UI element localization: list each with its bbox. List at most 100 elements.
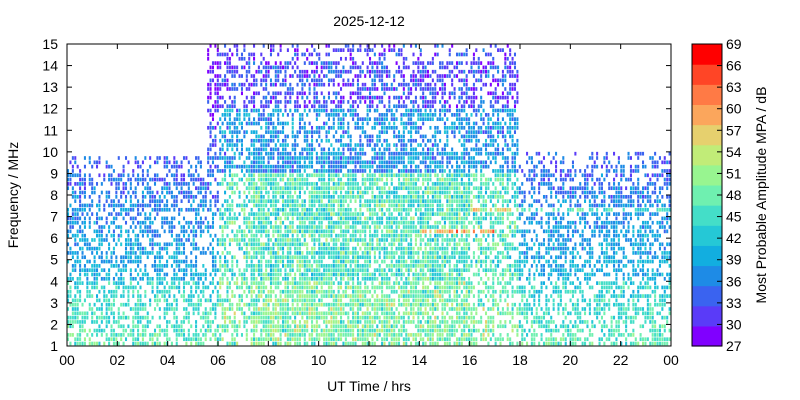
heatmap-cell: [202, 186, 205, 191]
heatmap-cell: [180, 229, 183, 234]
heatmap-cell: [349, 268, 352, 273]
heatmap-cell: [349, 216, 352, 221]
heatmap-cell: [284, 156, 287, 160]
heatmap-cell: [388, 143, 391, 147]
heatmap-cell: [120, 190, 123, 195]
heatmap-cell: [173, 307, 176, 311]
heatmap-cell: [231, 121, 234, 126]
heatmap-cell: [156, 212, 159, 216]
heatmap-cell: [110, 302, 113, 307]
heatmap-cell: [366, 121, 369, 126]
heatmap-cell: [284, 186, 287, 191]
heatmap-cell: [240, 65, 243, 70]
heatmap-cell: [385, 298, 388, 303]
heatmap-cell: [327, 289, 330, 294]
heatmap-cell: [224, 242, 227, 247]
heatmap-cell: [347, 134, 350, 139]
heatmap-cell: [291, 220, 294, 225]
heatmap-cell: [262, 289, 265, 294]
heatmap-cell: [108, 173, 111, 178]
heatmap-cell: [137, 289, 140, 294]
heatmap-cell: [262, 199, 265, 203]
heatmap-cell: [308, 147, 311, 152]
heatmap-cell: [214, 104, 217, 109]
heatmap-cell: [364, 220, 367, 225]
heatmap-cell: [373, 207, 376, 212]
heatmap-cell: [291, 147, 294, 152]
heatmap-cell: [243, 233, 246, 238]
heatmap-cell: [267, 212, 270, 216]
heatmap-cell: [340, 108, 343, 113]
heatmap-cell: [364, 255, 367, 260]
heatmap-cell: [250, 276, 253, 281]
heatmap-cell: [195, 220, 198, 225]
heatmap-cell: [274, 125, 277, 130]
heatmap-cell: [359, 233, 362, 238]
heatmap-cell: [286, 281, 289, 285]
heatmap-cell: [146, 272, 149, 277]
heatmap-cell: [120, 207, 123, 212]
heatmap-cell: [149, 177, 152, 182]
heatmap-cell: [327, 233, 330, 238]
heatmap-cell: [289, 160, 292, 165]
heatmap-cell: [311, 289, 314, 294]
heatmap-cell: [139, 164, 142, 169]
heatmap-cell: [144, 186, 147, 191]
heatmap-cell: [318, 113, 321, 117]
heatmap-cell: [385, 272, 388, 277]
heatmap-cell: [86, 238, 89, 242]
heatmap-cell: [139, 229, 142, 234]
heatmap-cell: [168, 207, 171, 212]
heatmap-cell: [199, 328, 202, 333]
heatmap-cell: [313, 169, 316, 173]
heatmap-cell: [320, 195, 323, 199]
heatmap-cell: [226, 216, 229, 221]
heatmap-cell: [74, 341, 77, 346]
heatmap-cell: [267, 121, 270, 126]
heatmap-cell: [243, 134, 246, 139]
heatmap-cell: [311, 311, 314, 316]
heatmap-cell: [216, 100, 219, 104]
heatmap-cell: [141, 203, 144, 208]
heatmap-cell: [279, 315, 282, 320]
heatmap-cell: [294, 48, 297, 52]
heatmap-cell: [381, 164, 384, 169]
heatmap-cell: [236, 147, 239, 152]
heatmap-cell: [163, 276, 166, 281]
heatmap-cell: [332, 242, 335, 247]
heatmap-cell: [282, 82, 285, 87]
heatmap-cell: [166, 328, 169, 333]
heatmap-cell: [323, 195, 326, 199]
heatmap-cell: [137, 272, 140, 277]
heatmap-cell: [291, 195, 294, 199]
heatmap-cell: [257, 337, 260, 342]
heatmap-cell: [120, 173, 123, 178]
heatmap-cell: [366, 341, 369, 346]
heatmap-cell: [332, 220, 335, 225]
heatmap-cell: [294, 160, 297, 165]
heatmap-cell: [228, 143, 231, 147]
heatmap-cell: [325, 225, 328, 229]
heatmap-cell: [274, 285, 277, 290]
heatmap-cell: [315, 100, 318, 104]
heatmap-cell: [279, 91, 282, 96]
heatmap-cell: [243, 255, 246, 260]
heatmap-cell: [366, 220, 369, 225]
heatmap-cell: [318, 78, 321, 83]
heatmap-cell: [327, 272, 330, 277]
heatmap-cell: [182, 333, 186, 337]
heatmap-cell: [352, 233, 355, 238]
heatmap-cell: [378, 156, 381, 160]
heatmap-cell: [390, 182, 393, 186]
heatmap-cell: [337, 307, 340, 311]
heatmap-cell: [347, 186, 350, 191]
heatmap-cell: [381, 121, 384, 126]
heatmap-cell: [381, 289, 384, 294]
heatmap-cell: [306, 264, 309, 268]
heatmap-cell: [74, 182, 77, 186]
heatmap-cell: [373, 320, 376, 324]
heatmap-cell: [260, 285, 263, 290]
heatmap-cell: [352, 169, 355, 173]
heatmap-cell: [294, 298, 297, 303]
heatmap-cell: [315, 130, 318, 134]
